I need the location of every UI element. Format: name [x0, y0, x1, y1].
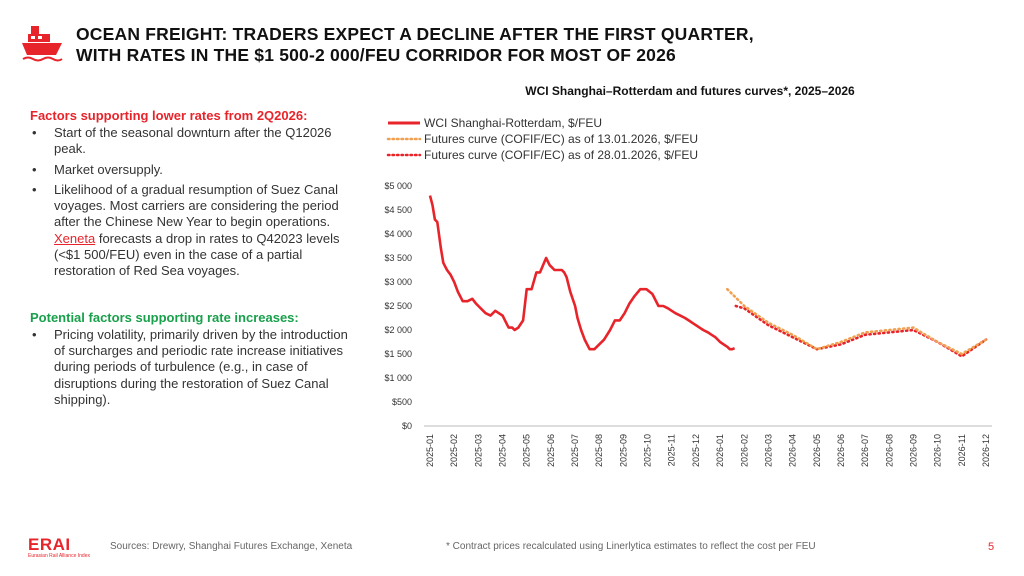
logo-text: ERAI	[28, 535, 71, 554]
x-tick-label: 2025-07	[570, 434, 580, 467]
factors-panel: Factors supporting lower rates from 2Q20…	[30, 108, 348, 412]
y-tick-label: $5 000	[384, 181, 412, 191]
list-item: Pricing volatility, primarily driven by …	[30, 327, 348, 408]
logo-subtitle: Eurasian Rail Alliance Index	[28, 553, 90, 559]
lower-rates-heading: Factors supporting lower rates from 2Q20…	[30, 108, 308, 123]
x-tick-label: 2025-01	[425, 434, 435, 467]
x-tick-label: 2026-03	[763, 434, 773, 467]
x-tick-label: 2025-08	[594, 434, 604, 467]
x-tick-label: 2026-08	[884, 434, 894, 467]
x-tick-label: 2025-06	[546, 434, 556, 467]
page-title: OCEAN FREIGHT: TRADERS EXPECT A DECLINE …	[76, 24, 976, 66]
list-item: Start of the seasonal downturn after the…	[30, 125, 348, 158]
y-tick-label: $3 500	[384, 253, 412, 263]
x-tick-label: 2026-11	[957, 434, 967, 466]
x-tick-label: 2026-01	[715, 434, 725, 467]
lower-rates-list: Start of the seasonal downturn after the…	[30, 125, 348, 280]
y-tick-label: $1 500	[384, 349, 412, 359]
rate-increase-list: Pricing volatility, primarily driven by …	[30, 327, 348, 408]
y-tick-label: $1 000	[384, 373, 412, 383]
freight-chart: WCI Shanghai–Rotterdam and futures curve…	[384, 84, 992, 467]
y-tick-label: $4 500	[384, 205, 412, 215]
x-tick-label: 2026-02	[739, 434, 749, 467]
y-tick-label: $0	[402, 421, 412, 431]
series-line	[428, 195, 736, 351]
x-tick-label: 2026-06	[836, 434, 846, 467]
x-tick-label: 2025-02	[449, 434, 459, 467]
footnote: * Contract prices recalculated using Lin…	[446, 541, 816, 552]
y-tick-label: $3 000	[384, 277, 412, 287]
x-tick-label: 2025-03	[473, 434, 483, 467]
x-tick-label: 2026-04	[788, 434, 798, 467]
list-item: Market oversupply.	[30, 162, 348, 179]
erai-logo: ERAI Eurasian Rail Alliance Index	[28, 536, 90, 559]
legend-entry: Futures curve (COFIF/EC) as of 28.01.202…	[424, 148, 698, 162]
x-tick-label: 2026-09	[908, 434, 918, 467]
x-tick-label: 2025-05	[522, 434, 532, 467]
page-number: 5	[988, 541, 995, 553]
y-tick-label: $4 000	[384, 229, 412, 239]
x-tick-label: 2025-04	[498, 434, 508, 467]
y-tick-label: $2 500	[384, 301, 412, 311]
chart-title: WCI Shanghai–Rotterdam and futures curve…	[525, 84, 855, 98]
list-item-text: forecasts a drop in rates to Q42023 leve…	[54, 230, 340, 279]
x-tick-label: 2025-11	[667, 434, 677, 466]
y-tick-label: $2 000	[384, 325, 412, 335]
x-tick-label: 2026-10	[933, 434, 943, 467]
ship-icon	[22, 26, 63, 62]
list-item-text: Likelihood of a gradual resumption of Su…	[54, 181, 339, 230]
x-tick-label: 2026-05	[812, 434, 822, 467]
title-line-1: OCEAN FREIGHT: TRADERS EXPECT A DECLINE …	[76, 24, 754, 44]
legend-entry: Futures curve (COFIF/EC) as of 13.01.202…	[424, 132, 698, 146]
x-tick-label: 2025-12	[691, 434, 701, 467]
series-line	[725, 287, 988, 356]
x-tick-label: 2025-10	[643, 434, 653, 467]
x-tick-label: 2026-07	[860, 434, 870, 467]
sources-note: Sources: Drewry, Shanghai Futures Exchan…	[110, 541, 353, 552]
xeneta-link[interactable]: Xeneta	[54, 230, 96, 246]
y-tick-label: $500	[392, 397, 412, 407]
legend-entry: WCI Shanghai-Rotterdam, $/FEU	[424, 116, 602, 130]
title-line-2: WITH RATES IN THE $1 500-2 000/FEU CORRI…	[76, 45, 676, 65]
list-item: Likelihood of a gradual resumption of Su…	[30, 182, 348, 280]
x-tick-label: 2026-12	[981, 434, 991, 467]
rate-increase-heading: Potential factors supporting rate increa…	[30, 309, 299, 325]
x-tick-label: 2025-09	[618, 434, 628, 467]
